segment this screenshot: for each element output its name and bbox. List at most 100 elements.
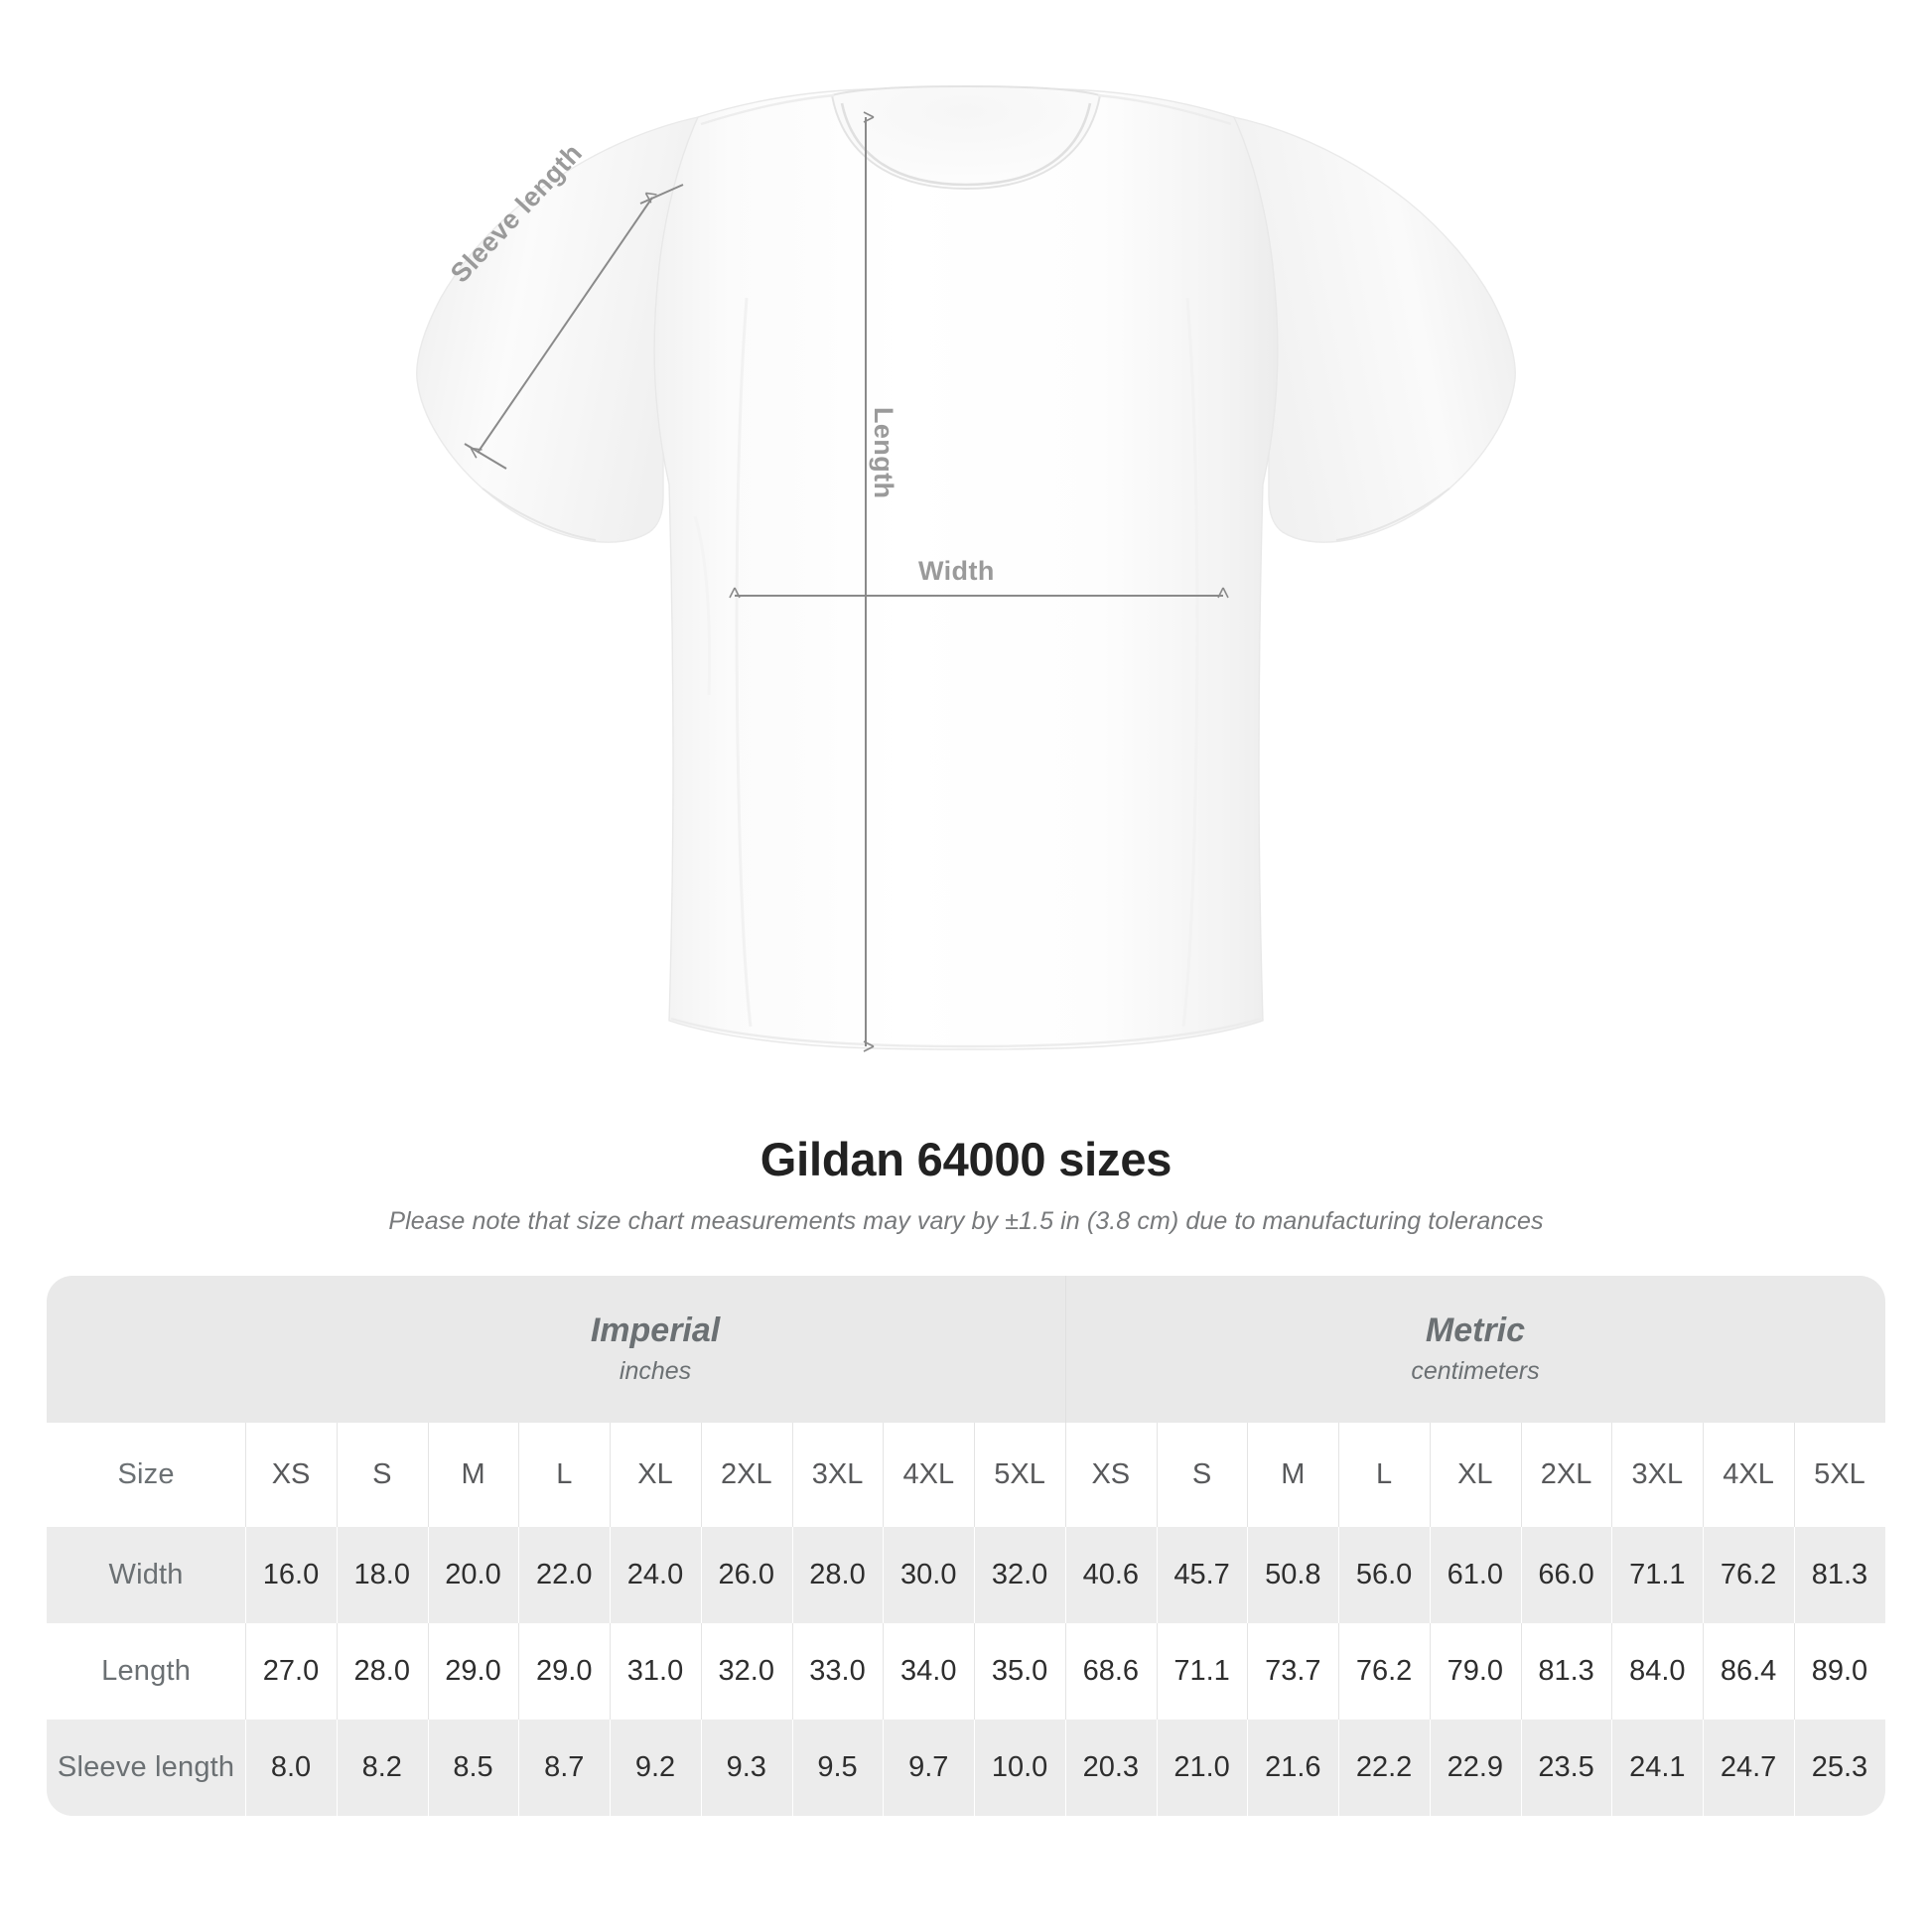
cell-length-metric-l: 76.2 bbox=[1338, 1623, 1430, 1721]
right-shoulder-seam bbox=[1097, 93, 1232, 126]
row-label-width: Width bbox=[47, 1527, 246, 1624]
cell-width-metric-4xl: 76.2 bbox=[1703, 1527, 1794, 1624]
cell-length-imperial-4xl: 34.0 bbox=[883, 1623, 975, 1721]
cell-sleeve-imperial-xs: 8.0 bbox=[245, 1720, 337, 1817]
unit-sub-metric: centimeters bbox=[1411, 1357, 1540, 1386]
size-header-metric-3xl: 3XL bbox=[1611, 1423, 1704, 1528]
cell-width-metric-5xl: 81.3 bbox=[1793, 1527, 1885, 1624]
cell-width-metric-l: 56.0 bbox=[1338, 1527, 1430, 1624]
chart-heading: Gildan 64000 sizes Please note that size… bbox=[0, 1133, 1932, 1236]
unit-header-imperial: Imperial inches bbox=[245, 1276, 1065, 1424]
cell-sleeve-imperial-l: 8.7 bbox=[518, 1720, 611, 1817]
table-row: Sleeve length 8.0 8.2 8.5 8.7 9.2 9.3 9.… bbox=[47, 1720, 1885, 1817]
size-header-imperial-s: S bbox=[336, 1423, 428, 1528]
row-label-sleeve-length: Sleeve length bbox=[47, 1720, 246, 1817]
cell-width-metric-2xl: 66.0 bbox=[1520, 1527, 1612, 1624]
cell-sleeve-imperial-2xl: 9.3 bbox=[700, 1720, 792, 1817]
size-header-imperial-l: L bbox=[518, 1423, 611, 1528]
length-dimension-label: Length bbox=[869, 407, 898, 499]
size-header-imperial-xl: XL bbox=[610, 1423, 701, 1528]
cell-sleeve-imperial-m: 8.5 bbox=[427, 1720, 519, 1817]
size-header-imperial-m: M bbox=[427, 1423, 519, 1528]
tolerance-note: Please note that size chart measurements… bbox=[388, 1207, 1544, 1236]
size-header-imperial-5xl: 5XL bbox=[974, 1423, 1065, 1528]
size-table: Imperial inches Metric centimeters Size … bbox=[47, 1276, 1885, 1817]
size-header-metric-4xl: 4XL bbox=[1703, 1423, 1794, 1528]
body-fold-inner bbox=[693, 515, 711, 696]
cell-sleeve-imperial-xl: 9.2 bbox=[610, 1720, 701, 1817]
cell-width-metric-m: 50.8 bbox=[1247, 1527, 1339, 1624]
size-header-imperial-xs: XS bbox=[245, 1423, 337, 1528]
row-label-length: Length bbox=[47, 1623, 246, 1721]
cell-width-imperial-m: 20.0 bbox=[427, 1527, 519, 1624]
cell-width-imperial-xs: 16.0 bbox=[245, 1527, 337, 1624]
cell-sleeve-metric-3xl: 24.1 bbox=[1611, 1720, 1704, 1817]
cell-length-metric-s: 71.1 bbox=[1156, 1623, 1248, 1721]
cell-length-imperial-l: 29.0 bbox=[518, 1623, 611, 1721]
cell-width-metric-3xl: 71.1 bbox=[1611, 1527, 1704, 1624]
cell-length-metric-4xl: 86.4 bbox=[1703, 1623, 1794, 1721]
shirt-body bbox=[653, 86, 1279, 1050]
cell-sleeve-imperial-5xl: 10.0 bbox=[974, 1720, 1065, 1817]
cell-length-imperial-xl: 31.0 bbox=[610, 1623, 701, 1721]
cell-width-metric-xl: 61.0 bbox=[1429, 1527, 1521, 1624]
cell-width-imperial-s: 18.0 bbox=[336, 1527, 428, 1624]
bottom-hem bbox=[670, 1017, 1262, 1048]
cell-sleeve-metric-5xl: 25.3 bbox=[1793, 1720, 1885, 1817]
cell-width-metric-xs: 40.6 bbox=[1064, 1527, 1157, 1624]
left-shoulder-seam bbox=[700, 93, 835, 126]
size-header-metric-2xl: 2XL bbox=[1520, 1423, 1612, 1528]
cell-sleeve-metric-l: 22.2 bbox=[1338, 1720, 1430, 1817]
cell-length-metric-xl: 79.0 bbox=[1429, 1623, 1521, 1721]
cell-sleeve-imperial-s: 8.2 bbox=[336, 1720, 428, 1817]
cell-sleeve-metric-s: 21.0 bbox=[1156, 1720, 1248, 1817]
size-header-metric-m: M bbox=[1247, 1423, 1339, 1528]
tshirt-diagram: Sleeve length Length Width bbox=[416, 84, 1516, 1052]
unit-sub-imperial: inches bbox=[619, 1357, 692, 1386]
body-fold-left bbox=[735, 297, 753, 1028]
size-header-metric-xl: XL bbox=[1429, 1423, 1521, 1528]
right-sleeve-hem bbox=[1335, 487, 1450, 541]
unit-name-metric: Metric bbox=[1425, 1311, 1526, 1349]
width-dimension-label: Width bbox=[918, 556, 995, 586]
table-row: Width 16.0 18.0 20.0 22.0 24.0 26.0 28.0… bbox=[47, 1527, 1885, 1624]
cell-length-metric-xs: 68.6 bbox=[1064, 1623, 1157, 1721]
size-header-row: Size XS S M L XL 2XL 3XL 4XL 5XL XS S M … bbox=[47, 1423, 1885, 1528]
collar-seam bbox=[840, 102, 1092, 187]
cell-sleeve-imperial-3xl: 9.5 bbox=[791, 1720, 884, 1817]
cell-width-imperial-5xl: 32.0 bbox=[974, 1527, 1065, 1624]
cell-sleeve-imperial-4xl: 9.7 bbox=[883, 1720, 975, 1817]
cell-length-metric-m: 73.7 bbox=[1247, 1623, 1339, 1721]
cell-length-imperial-3xl: 33.0 bbox=[791, 1623, 884, 1721]
size-row-label: Size bbox=[47, 1423, 246, 1528]
size-header-imperial-4xl: 4XL bbox=[883, 1423, 975, 1528]
size-header-imperial-2xl: 2XL bbox=[700, 1423, 792, 1528]
cell-width-imperial-2xl: 26.0 bbox=[700, 1527, 792, 1624]
cell-width-imperial-4xl: 30.0 bbox=[883, 1527, 975, 1624]
size-table-container: Imperial inches Metric centimeters Size … bbox=[47, 1276, 1885, 1817]
tshirt-illustration bbox=[416, 84, 1516, 1052]
cell-sleeve-metric-xs: 20.3 bbox=[1064, 1720, 1157, 1817]
cell-length-imperial-m: 29.0 bbox=[427, 1623, 519, 1721]
page-title: Gildan 64000 sizes bbox=[759, 1133, 1173, 1185]
unit-header-row: Imperial inches Metric centimeters bbox=[47, 1276, 1885, 1424]
size-header-imperial-3xl: 3XL bbox=[791, 1423, 884, 1528]
cell-length-imperial-s: 28.0 bbox=[336, 1623, 428, 1721]
body-fold-right bbox=[1181, 297, 1199, 1028]
cell-length-metric-3xl: 84.0 bbox=[1611, 1623, 1704, 1721]
cell-width-imperial-l: 22.0 bbox=[518, 1527, 611, 1624]
cell-length-metric-2xl: 81.3 bbox=[1520, 1623, 1612, 1721]
table-row: Length 27.0 28.0 29.0 29.0 31.0 32.0 33.… bbox=[47, 1623, 1885, 1721]
unit-name-imperial: Imperial bbox=[590, 1311, 721, 1349]
cell-length-metric-5xl: 89.0 bbox=[1793, 1623, 1885, 1721]
cell-sleeve-metric-2xl: 23.5 bbox=[1520, 1720, 1612, 1817]
cell-sleeve-metric-m: 21.6 bbox=[1247, 1720, 1339, 1817]
size-header-metric-s: S bbox=[1156, 1423, 1248, 1528]
size-header-metric-xs: XS bbox=[1064, 1423, 1157, 1528]
unit-spacer-cell bbox=[47, 1276, 246, 1424]
unit-header-metric: Metric centimeters bbox=[1064, 1276, 1885, 1424]
size-header-metric-5xl: 5XL bbox=[1793, 1423, 1885, 1528]
size-header-metric-l: L bbox=[1338, 1423, 1430, 1528]
cell-sleeve-metric-xl: 22.9 bbox=[1429, 1720, 1521, 1817]
